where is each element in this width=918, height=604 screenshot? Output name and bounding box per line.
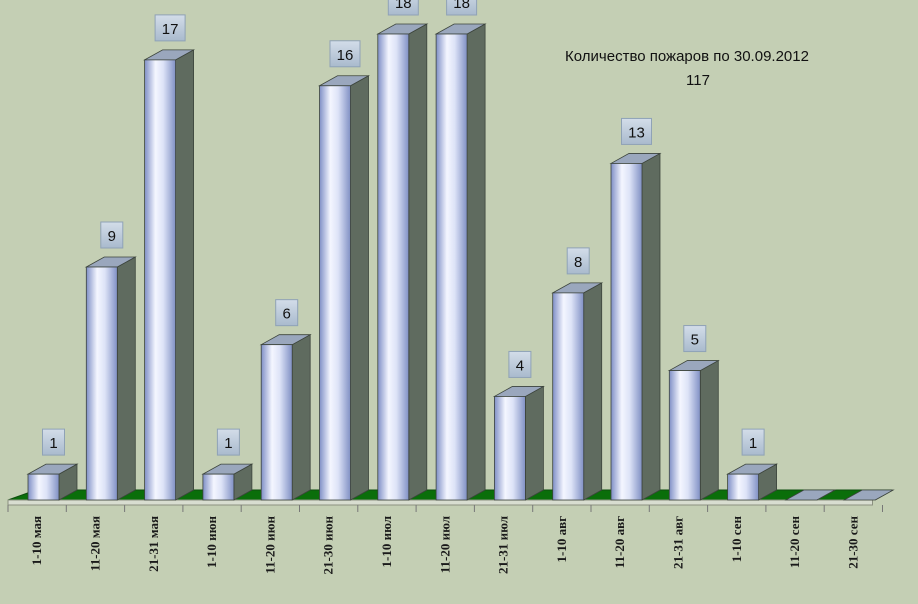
bar-top <box>784 489 837 501</box>
data-label-box <box>275 299 299 327</box>
bar <box>493 396 526 501</box>
x-tick-label: 1-10 авг <box>554 516 569 563</box>
data-label-group: 17 <box>154 14 186 42</box>
bar-side <box>641 152 661 501</box>
x-tick-label: 1-10 июл <box>379 516 394 567</box>
bar-side <box>350 75 369 501</box>
data-label-box <box>100 221 124 249</box>
bar <box>377 33 410 501</box>
data-label: 18 <box>453 0 470 12</box>
data-label-box <box>387 0 419 16</box>
chart-floor-edge <box>7 499 873 506</box>
data-label: 13 <box>628 124 645 141</box>
chart-title: Количество пожаров по 30.09.2012 <box>565 48 809 65</box>
bar-side <box>466 23 486 501</box>
bar-side <box>699 359 719 501</box>
data-label: 16 <box>337 47 354 64</box>
data-label-box <box>621 117 652 145</box>
data-label-box <box>329 40 361 68</box>
x-tick-label: 1-10 июн <box>204 515 219 568</box>
data-label-box <box>741 428 765 456</box>
data-label-box <box>566 247 590 275</box>
data-label-group: 18 <box>446 0 478 16</box>
data-label: 1 <box>224 435 232 452</box>
x-tick-label: 11-20 июн <box>262 515 277 573</box>
data-label: 4 <box>516 357 524 374</box>
bar <box>85 266 118 501</box>
x-tick-label: 11-20 сен <box>787 516 802 569</box>
data-label-group: 1 <box>42 428 65 456</box>
bar-side <box>291 333 311 501</box>
bar <box>27 473 60 501</box>
bar <box>319 85 351 501</box>
data-label: 6 <box>283 306 291 323</box>
data-label: 17 <box>162 21 179 38</box>
data-label: 1 <box>49 435 57 452</box>
data-label-group: 13 <box>621 117 652 145</box>
bar <box>552 292 585 501</box>
chart-subtitle: 117 <box>686 72 710 89</box>
bar <box>668 370 701 501</box>
data-label-box <box>216 428 240 456</box>
x-tick-label: 11-20 июл <box>437 516 452 573</box>
x-tick-label: 11-20 авг <box>612 516 627 568</box>
bar-side <box>116 256 136 501</box>
x-tick-label: 21-30 сен <box>845 516 860 569</box>
bar <box>435 33 468 501</box>
data-label: 5 <box>691 332 699 349</box>
x-tick-label: 21-31 мая <box>146 516 161 572</box>
bar <box>144 59 177 501</box>
data-label-group: 18 <box>387 0 419 16</box>
x-tick-label: 11-20 мая <box>87 516 102 571</box>
bar <box>610 163 643 501</box>
data-label-group: 16 <box>329 40 361 68</box>
bar-side <box>525 385 544 501</box>
bar-side <box>583 282 603 501</box>
x-tick-label: 21-31 июл <box>496 516 511 574</box>
data-label-box <box>508 350 532 378</box>
data-label-box <box>683 325 707 353</box>
data-label-group: 1 <box>741 428 765 456</box>
bar <box>727 473 759 501</box>
data-label-box <box>154 14 186 42</box>
data-label-group: 1 <box>216 428 240 456</box>
data-label-box <box>446 0 478 16</box>
data-label-group: 8 <box>566 247 590 275</box>
x-tick-label: 1-10 сен <box>729 516 744 563</box>
data-label-group: 9 <box>100 221 124 249</box>
x-tick-label: 21-30 июн <box>321 515 336 574</box>
bar-top <box>842 489 895 501</box>
x-tick-label: 21-31 авг <box>670 516 685 569</box>
data-label-box <box>42 428 65 456</box>
x-tick-label: 1-10 мая <box>29 516 44 565</box>
data-label: 18 <box>395 0 412 12</box>
bar-side <box>408 23 428 501</box>
bar-side <box>175 49 195 501</box>
bar <box>260 344 293 501</box>
data-label: 1 <box>749 435 757 452</box>
data-label-group: 6 <box>275 299 299 327</box>
data-label: 8 <box>574 254 582 271</box>
data-label-group: 4 <box>508 350 532 378</box>
data-label: 9 <box>108 228 116 245</box>
data-label-group: 5 <box>683 325 707 353</box>
bar <box>202 473 235 501</box>
